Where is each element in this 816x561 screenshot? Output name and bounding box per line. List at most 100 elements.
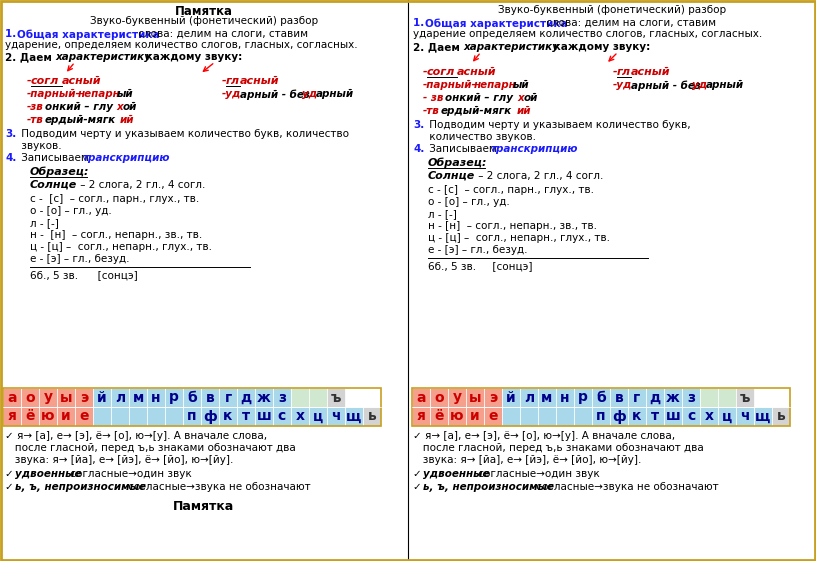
Text: транскрипцию: транскрипцию [83,153,171,163]
Text: д: д [650,390,661,404]
Bar [39,407,57,426]
Bar [412,388,790,426]
Text: после гласной, перед ъ,ь знаками обозначают два: после гласной, перед ъ,ь знаками обознач… [5,443,295,453]
Text: 3.: 3. [413,120,424,130]
Text: 6б., 5 зв.      [сонцэ]: 6б., 5 зв. [сонцэ] [30,270,138,280]
Text: щ: щ [346,410,361,424]
Bar [682,388,700,407]
Bar [129,388,147,407]
Text: звуков.: звуков. [18,141,62,151]
Bar [556,388,574,407]
Bar [309,388,327,407]
Text: согласные→звука не обозначают: согласные→звука не обозначают [125,482,311,492]
Bar [430,388,448,407]
Bar [255,407,273,426]
Text: с: с [687,410,695,424]
Bar [466,388,484,407]
Text: согл: согл [31,76,60,86]
Bar [309,407,327,426]
Bar [165,407,183,426]
Bar [93,407,111,426]
Text: онкий – глу: онкий – глу [45,102,113,112]
Text: асный: асный [457,67,496,77]
Text: -уд: -уд [222,89,242,99]
Text: ь: ь [368,410,376,424]
Text: Подводим черту и указываем количество букв, количество: Подводим черту и указываем количество бу… [18,129,349,139]
Text: б: б [187,390,197,404]
Text: ь: ь [777,410,785,424]
Text: удвоенные: удвоенные [423,469,490,479]
Bar [466,407,484,426]
Text: р: р [169,390,179,404]
Bar [165,388,183,407]
Text: г: г [633,390,641,404]
Text: Звуко-буквенный (фонетический) разбор: Звуко-буквенный (фонетический) разбор [90,16,318,26]
Text: и: и [61,410,71,424]
Text: 1.: 1. [413,18,428,28]
Text: м: м [541,390,552,404]
Text: ударение, определяем количество слогов, гласных, согласных.: ударение, определяем количество слогов, … [5,40,357,50]
Text: н: н [151,390,161,404]
Text: Записываем: Записываем [426,144,500,154]
Bar [574,388,592,407]
Text: 4.: 4. [413,144,424,154]
Bar [21,407,39,426]
Text: п: п [596,410,605,424]
Bar [754,407,772,426]
Text: я: я [7,410,16,424]
Bar [502,407,520,426]
Text: ✓: ✓ [413,482,425,492]
Text: ий: ий [517,106,531,116]
Bar [93,388,111,407]
Text: Общая характеристика: Общая характеристика [17,29,160,39]
Bar [273,407,291,426]
Text: онкий – глу: онкий – глу [445,93,513,103]
Text: характеристику: характеристику [463,42,559,52]
Text: х: х [116,102,122,112]
Bar [538,407,556,426]
Text: 4.: 4. [5,153,16,163]
Text: о: о [25,390,35,404]
Bar [448,388,466,407]
Text: р: р [578,390,588,404]
Text: щ: щ [756,410,770,424]
Text: Памятка: Памятка [175,5,233,18]
Text: слова: делим на слоги, ставим: слова: делим на слоги, ставим [135,29,308,39]
Text: ё: ё [25,410,35,424]
Text: звука: я→ [йа], е→ [йэ], ё→ [йо], ю→[йу].: звука: я→ [йа], е→ [йэ], ё→ [йо], ю→[йу]… [5,455,233,465]
Text: в: в [206,390,215,404]
Bar [111,388,129,407]
Text: 6б., 5 зв.     [сонцэ]: 6б., 5 зв. [сонцэ] [428,261,533,271]
Text: е: е [79,410,89,424]
Bar [646,407,664,426]
Bar [628,388,646,407]
Text: 1.: 1. [5,29,20,39]
Text: -тв: -тв [423,106,440,116]
Bar [736,388,754,407]
Text: Записываем: Записываем [18,153,92,163]
Text: ой: ой [123,102,137,112]
Text: Солнце: Солнце [30,180,78,190]
Bar [75,388,93,407]
Text: арный - без: арный - без [240,89,310,99]
Text: непарн: непарн [78,89,121,99]
Text: -: - [423,67,428,77]
Text: каждому звуку:: каждому звуку: [142,52,242,62]
Bar [430,407,448,426]
Text: ✓: ✓ [413,469,425,479]
Text: Памятка: Памятка [173,500,235,513]
Text: е - [э] – гл., безуд.: е - [э] – гл., безуд. [428,245,527,255]
Text: ш: ш [256,410,272,424]
Text: о - [о] – гл., уд.: о - [о] – гл., уд. [30,206,112,216]
Bar [363,407,381,426]
Text: -: - [222,76,227,86]
Text: -тв: -тв [27,115,44,125]
Text: с -  [с]  – согл., парн., глух., тв.: с - [с] – согл., парн., глух., тв. [30,194,199,204]
Bar [736,407,754,426]
Text: к: к [224,410,233,424]
Text: ц - [ц] –  согл., непарн., глух., тв.: ц - [ц] – согл., непарн., глух., тв. [428,233,610,243]
Bar [610,407,628,426]
Text: ердый-мягк: ердый-мягк [441,106,512,116]
Text: а: а [416,390,426,404]
Text: количество звуков.: количество звуков. [426,132,536,142]
